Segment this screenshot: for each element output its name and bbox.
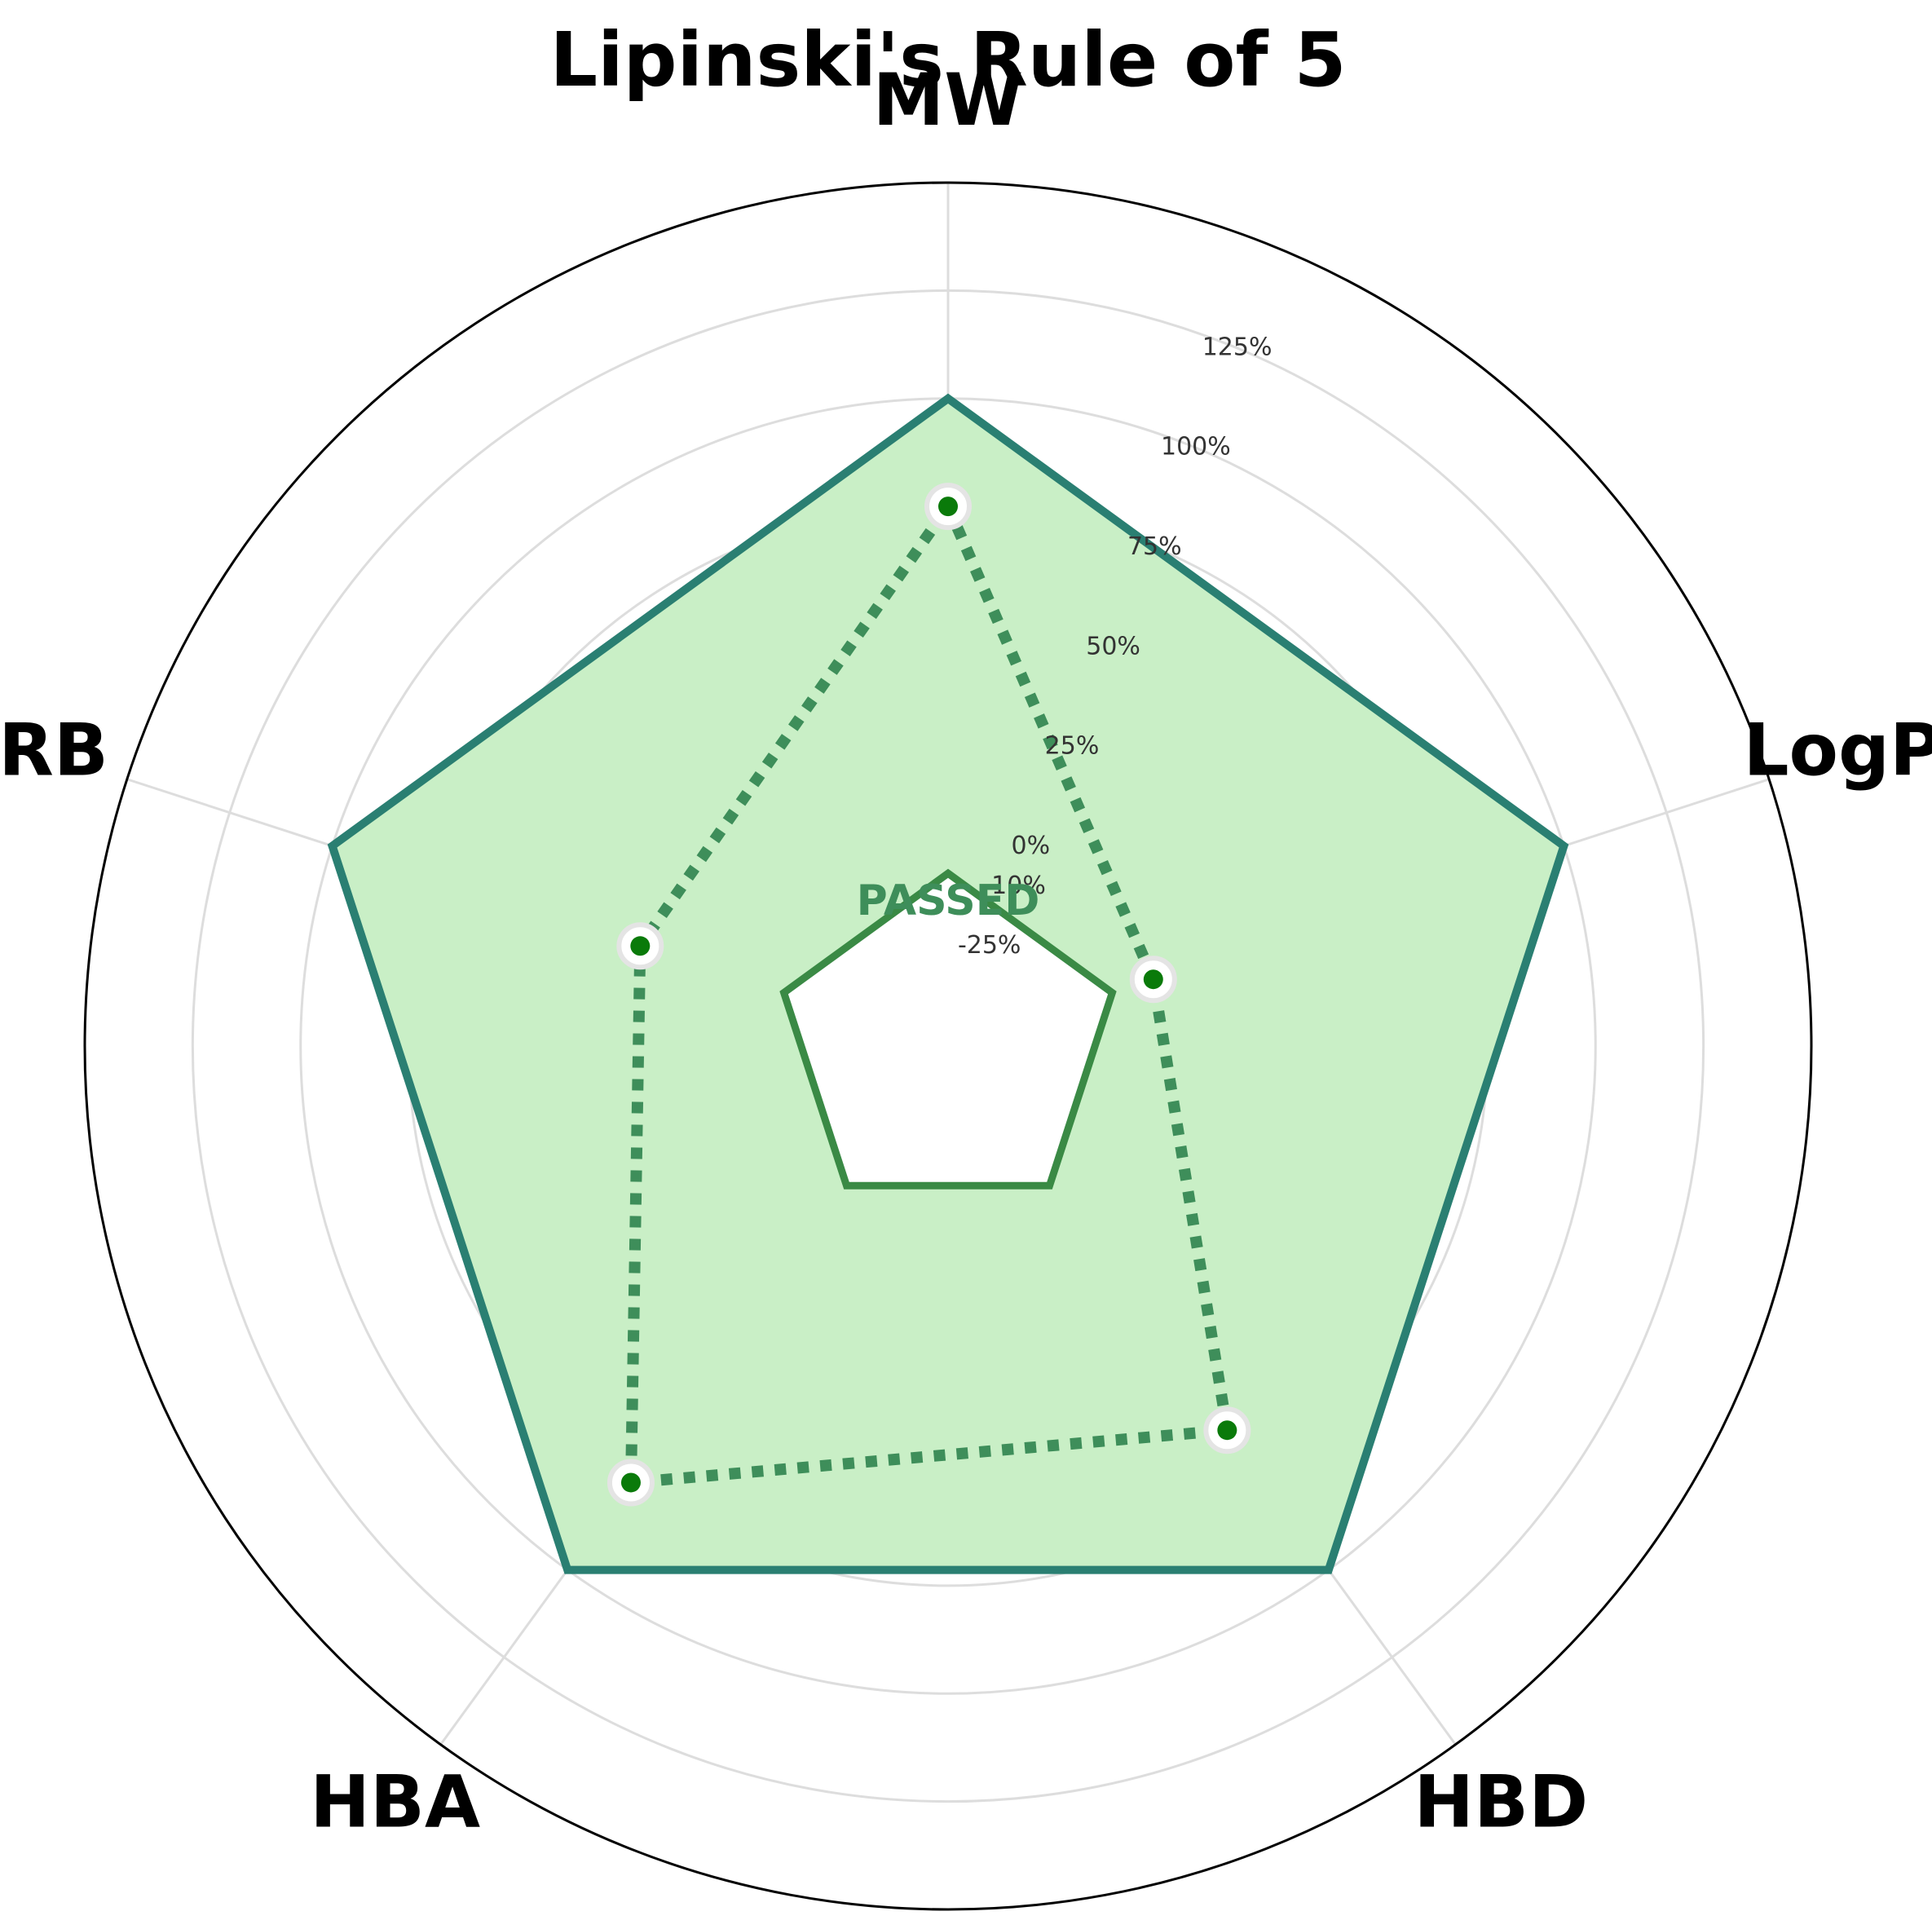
status-label: PASSED — [857, 876, 1040, 925]
radial-tick-labels: -25% -10% 0% 25% 50% 75% 100% 125% — [958, 333, 1273, 960]
tick-label: 125% — [1202, 333, 1273, 361]
series-compound — [624, 494, 1234, 1490]
axis-label-mw: MW — [873, 58, 1024, 142]
tick-label: 50% — [1086, 632, 1140, 660]
markers — [607, 483, 1251, 1507]
tick-label: -10% — [982, 872, 1046, 900]
data-point-hba — [620, 1472, 641, 1493]
axis-label-rb: RB — [0, 708, 108, 792]
series-lower-limit — [779, 868, 1117, 1190]
axis-label-hbd: HBD — [1414, 1760, 1588, 1844]
axis-labels: MW LogP HBD HBA RB — [0, 58, 1932, 1844]
axis-label-logp: LogP — [1743, 708, 1932, 792]
tick-label: 0% — [1012, 832, 1051, 860]
data-point-mw — [938, 497, 958, 517]
axis-label-hba: HBA — [310, 1760, 480, 1844]
data-point-rb — [630, 936, 651, 956]
data-point-hbd — [1217, 1420, 1237, 1441]
chart-title: Lipinski's Rule of 5 — [549, 16, 1346, 104]
tick-label: -25% — [958, 931, 1021, 960]
series-layer — [327, 393, 1569, 1574]
data-point-logp — [1143, 969, 1163, 990]
tick-label: 100% — [1161, 433, 1231, 461]
tick-label: 25% — [1045, 732, 1100, 761]
outer-frame — [83, 181, 1813, 1911]
tick-label: 75% — [1127, 532, 1182, 561]
